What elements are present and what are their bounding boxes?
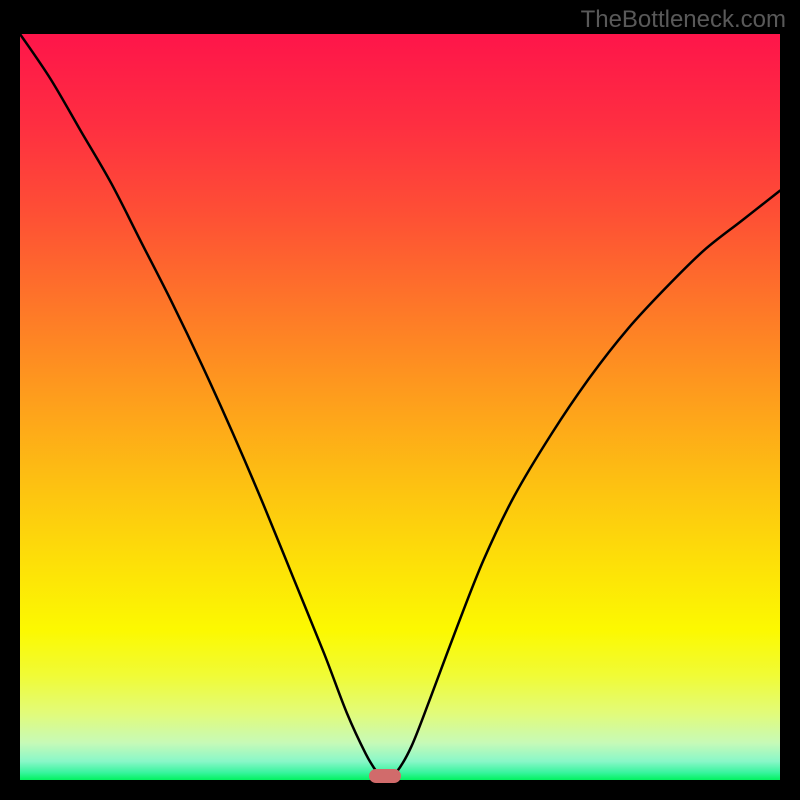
bottleneck-curve [20, 34, 780, 780]
plot-area [20, 34, 780, 780]
curve-svg [20, 34, 780, 780]
watermark-text: TheBottleneck.com [581, 6, 786, 34]
chart-frame: TheBottleneck.com [0, 0, 800, 800]
bottleneck-marker [369, 769, 401, 783]
